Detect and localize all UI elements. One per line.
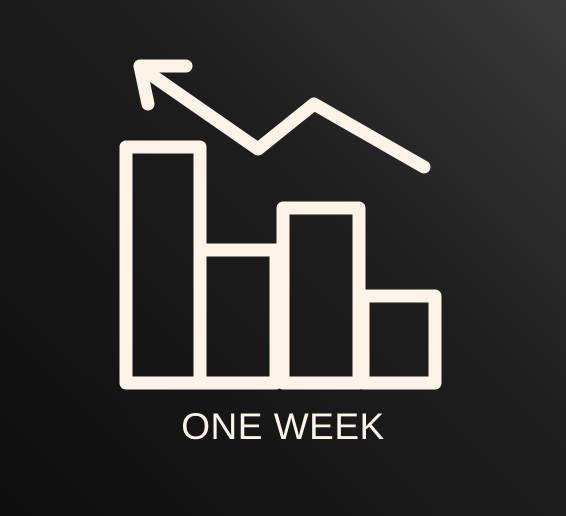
bar-2 [193, 243, 283, 390]
bar-4 [356, 289, 442, 390]
caption: ONE WEEK [181, 406, 385, 447]
trend-line [143, 67, 431, 174]
bar-1 [119, 140, 207, 390]
bar-3 [276, 201, 366, 390]
arrow-head [133, 59, 193, 111]
